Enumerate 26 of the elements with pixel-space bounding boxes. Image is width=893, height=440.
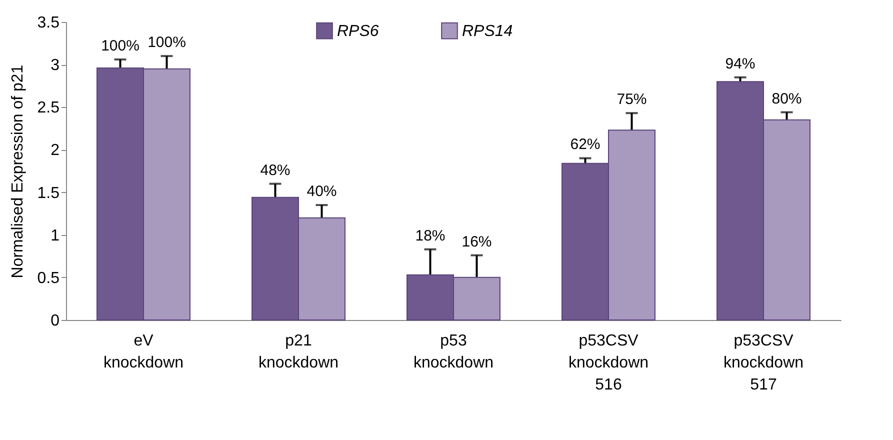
annotation: 40% (306, 183, 337, 200)
y-tick-label: 1 (50, 227, 60, 244)
x-tick-label: p53CSV knockdown 517 (723, 332, 804, 394)
annotation: 62% (570, 136, 600, 154)
annotation: 16% (462, 233, 492, 250)
x-tick-label: p21 knockdown (258, 332, 339, 372)
y-tick-label: 2.5 (37, 100, 60, 117)
y-tick-label: 0.5 (37, 270, 60, 287)
y-tick-label: 0 (50, 312, 60, 330)
y-tick-label: 1.5 (37, 184, 60, 202)
y-axis-title: Normalised Expression of p21 (9, 64, 26, 278)
annotation: 100% (101, 37, 140, 54)
y-tick-label: 3 (50, 57, 60, 74)
x-tick-label: eV knockdown (103, 332, 184, 372)
annotation: 94% (725, 55, 756, 72)
legend-label: RPS6 (337, 22, 379, 40)
annotation: 18% (415, 227, 446, 244)
x-tick-label: p53 knockdown (413, 332, 494, 372)
x-tick-label: p53CSV knockdown 516 (568, 332, 649, 394)
y-tick-label: 2 (50, 142, 60, 160)
annotation: 48% (260, 162, 290, 179)
annotation: 80% (772, 90, 802, 108)
annotation: 100% (148, 34, 186, 52)
y-tick-label: 3.5 (37, 14, 60, 32)
legend-label: RPS14 (462, 22, 513, 40)
annotation: 75% (616, 91, 647, 108)
